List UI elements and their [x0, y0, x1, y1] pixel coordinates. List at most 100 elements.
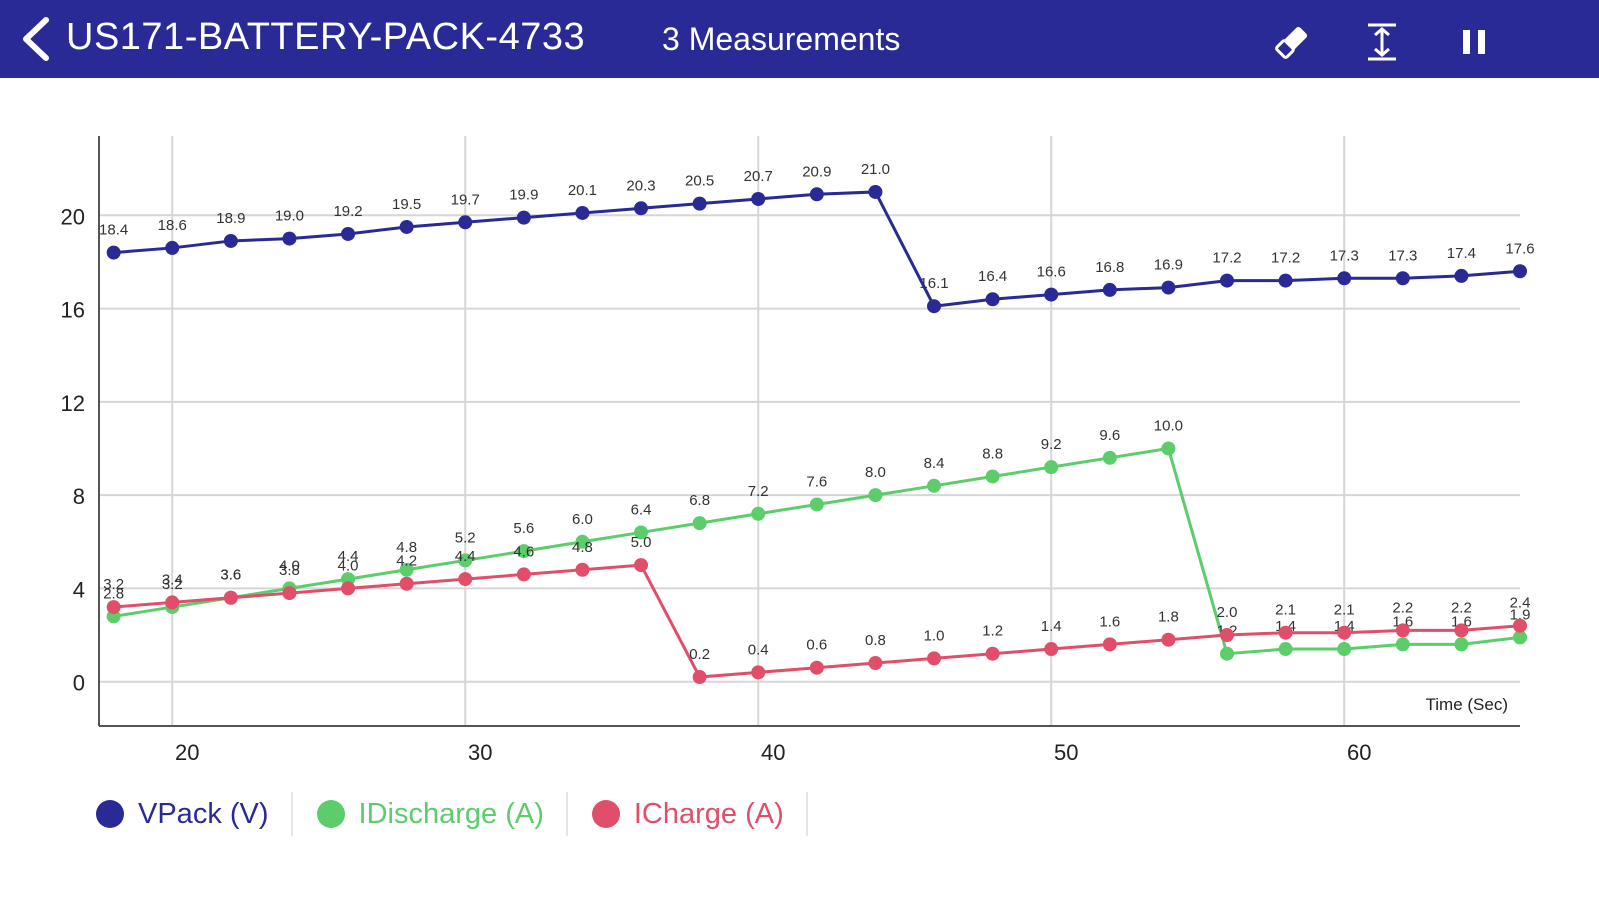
- legend-item-icharge[interactable]: ICharge (A): [591, 792, 808, 836]
- data-point: [1102, 450, 1117, 465]
- data-label: 5.0: [631, 534, 652, 551]
- data-point: [692, 196, 707, 211]
- data-point: [458, 215, 473, 230]
- data-label: 9.6: [1099, 427, 1120, 444]
- data-label: 10.0: [1154, 417, 1183, 434]
- data-label: 0.2: [689, 646, 710, 663]
- data-point: [341, 226, 356, 241]
- data-point: [1513, 264, 1527, 279]
- data-label: 16.1: [919, 275, 948, 292]
- data-point: [1454, 268, 1469, 283]
- data-label: 4.0: [279, 557, 300, 574]
- data-point: [927, 478, 942, 493]
- line-chart: 0 4 8 12 16 20 20 30 40 50 60 Time (Sec) 18.4 18.6 18.…: [61, 136, 1535, 765]
- data-point: [282, 586, 297, 601]
- data-label: 17.3: [1330, 247, 1359, 264]
- data-point: [458, 553, 473, 568]
- data-point: [1161, 632, 1176, 647]
- data-point: [751, 665, 766, 680]
- pause-icon[interactable]: [1452, 20, 1496, 64]
- data-point: [575, 205, 590, 220]
- data-point: [516, 544, 531, 559]
- legend-item-idischarge[interactable]: IDischarge (A): [316, 792, 568, 836]
- data-label: 3.6: [220, 567, 241, 584]
- data-label: 18.4: [99, 222, 128, 239]
- data-label: 18.9: [216, 210, 245, 227]
- data-point: [575, 562, 590, 577]
- data-label: 5.2: [455, 529, 476, 546]
- legend-label: ICharge (A): [633, 797, 784, 830]
- data-point: [516, 567, 531, 582]
- data-point: [692, 516, 707, 531]
- y-tick-label: 20: [61, 204, 85, 229]
- data-label: 4.6: [513, 543, 534, 560]
- x-axis-label: Time (Sec): [1426, 695, 1509, 714]
- x-tick-label: 60: [1347, 740, 1371, 765]
- legend-marker: [96, 800, 124, 828]
- data-label: 16.9: [1154, 257, 1183, 274]
- data-point: [106, 600, 121, 615]
- measurement-count: 3 Measurements: [662, 21, 901, 57]
- data-point: [1395, 623, 1410, 638]
- data-point: [458, 572, 473, 587]
- data-label: 17.3: [1388, 247, 1417, 264]
- data-label: 17.4: [1447, 245, 1476, 262]
- data-label: 1.0: [924, 627, 945, 644]
- data-point: [1220, 646, 1235, 661]
- data-label: 3.2: [103, 576, 124, 593]
- data-point: [223, 233, 238, 248]
- data-label: 4.8: [396, 539, 417, 556]
- data-point: [809, 660, 824, 675]
- data-label: 8.0: [865, 464, 886, 481]
- data-point: [1278, 625, 1293, 640]
- data-label: 17.6: [1505, 240, 1534, 257]
- data-label: 1.6: [1099, 613, 1120, 630]
- data-point: [1220, 273, 1235, 288]
- data-label: 2.8: [103, 585, 124, 602]
- data-point: [1278, 273, 1293, 288]
- data-point: [399, 576, 414, 591]
- data-point: [106, 245, 121, 260]
- data-label: 19.0: [275, 208, 304, 225]
- data-label: 3.4: [162, 571, 183, 588]
- data-label: 6.4: [631, 501, 652, 518]
- data-label: 2.2: [1451, 599, 1472, 616]
- data-label: 4.4: [455, 548, 476, 565]
- data-label: 0.8: [865, 632, 886, 649]
- data-point: [868, 656, 883, 671]
- data-point: [1161, 280, 1176, 295]
- data-label: 17.2: [1212, 250, 1241, 267]
- data-label: 19.9: [509, 187, 538, 204]
- data-label: 20.3: [626, 177, 655, 194]
- eraser-icon[interactable]: [1270, 20, 1314, 64]
- data-label: 1.4: [1041, 618, 1062, 635]
- legend-item-vpack[interactable]: VPack (V): [96, 792, 293, 836]
- data-label: 3.2: [162, 576, 183, 593]
- y-tick-label: 12: [61, 391, 85, 416]
- data-point: [1513, 618, 1527, 633]
- data-label: 21.0: [861, 161, 890, 178]
- data-label: 20.5: [685, 173, 714, 190]
- data-point: [1454, 623, 1469, 638]
- back-chevron-icon[interactable]: [14, 14, 60, 64]
- legend-marker: [316, 800, 345, 828]
- data-label: 4.2: [396, 553, 417, 570]
- data-point: [1044, 460, 1059, 475]
- data-point: [927, 299, 942, 314]
- data-point: [868, 184, 883, 199]
- data-label: 16.8: [1095, 259, 1124, 276]
- data-label: 19.2: [333, 203, 362, 220]
- x-tick-label: 20: [175, 740, 199, 765]
- x-tick-label: 30: [468, 740, 492, 765]
- series-line: [113, 190, 1521, 308]
- data-label: 0.6: [806, 637, 827, 654]
- data-label: 5.6: [513, 520, 534, 537]
- data-point: [1220, 628, 1235, 643]
- data-label: 20.7: [744, 168, 773, 185]
- data-point: [1161, 441, 1176, 456]
- legend-label: IDischarge (A): [358, 797, 544, 830]
- fit-vertical-icon[interactable]: [1360, 20, 1404, 64]
- data-label: 8.8: [982, 445, 1003, 462]
- data-label: 7.6: [806, 473, 827, 490]
- data-point: [985, 646, 1000, 661]
